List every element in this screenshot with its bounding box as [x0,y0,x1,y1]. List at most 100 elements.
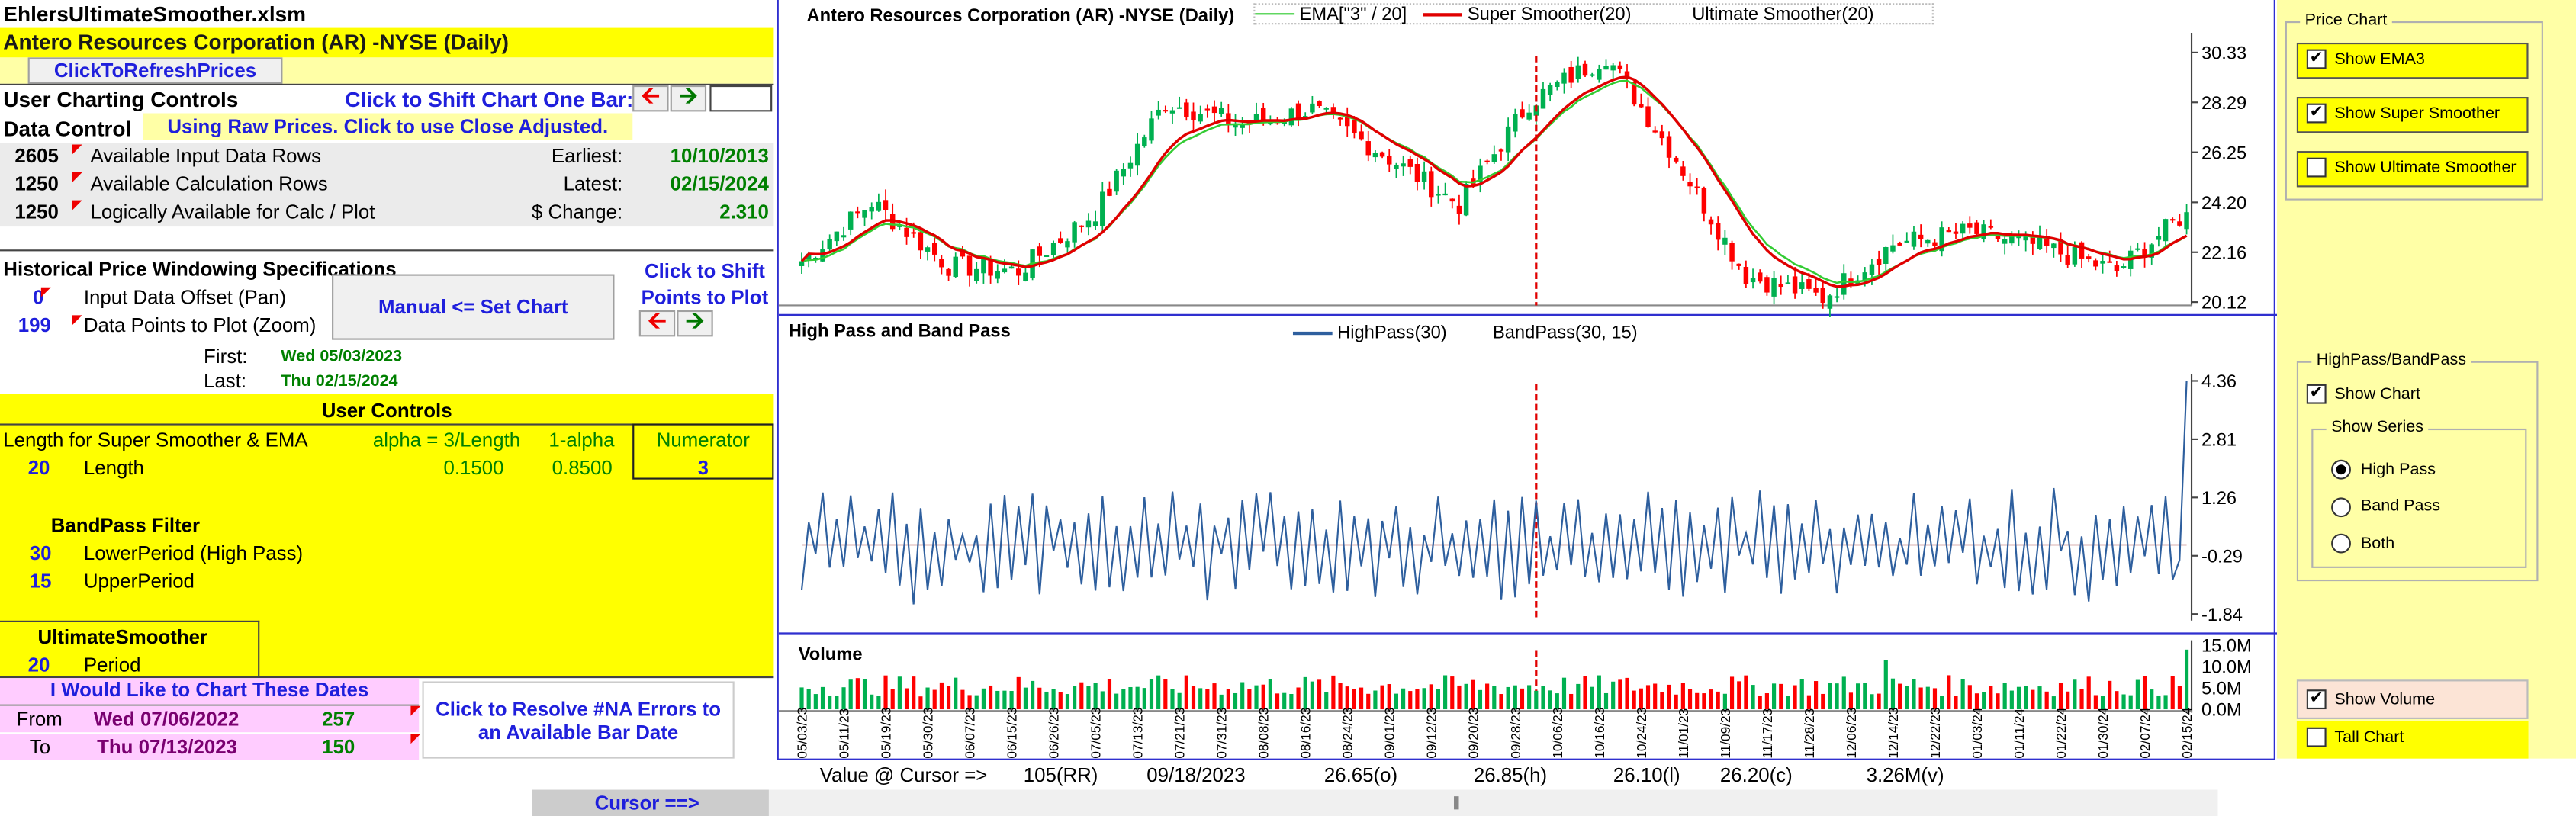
volume-bar [2073,679,2077,710]
volume-bar [2037,686,2042,710]
price-option-checkbox[interactable]: Show Ultimate Smoother [2306,157,2517,178]
volume-bar [1219,694,1224,710]
raw-prices-button[interactable]: Using Raw Prices. Click to use Close Adj… [143,113,633,140]
volume-date-label: 05/11/23 [836,708,851,759]
volume-bar [2128,695,2133,710]
price-candle [1204,108,1211,111]
volume-date-label: 07/31/23 [1214,708,1230,759]
user-controls-heading: User Controls [321,399,452,422]
price-candle [1743,267,1749,284]
price-candle [1092,221,1098,227]
series-radio[interactable]: Both [2331,533,2394,554]
volume-bar [1603,692,1609,710]
volume-bar [1653,683,1658,710]
refresh-prices-button[interactable]: ClickToRefreshPrices [27,57,283,84]
price-option-checkbox[interactable]: ✔ Show Super Smoother [2306,103,2500,124]
tall-chart-checkbox[interactable]: Tall Chart [2306,727,2404,747]
price-candle [847,211,854,230]
from-row[interactable] [0,705,420,733]
volume-bar [1898,683,1902,710]
cursor-scrollbar[interactable] [768,789,2218,816]
volume-bar [1758,696,1762,710]
volume-bar [1079,682,1084,710]
price-candle [925,247,931,252]
price-candle [1568,66,1574,83]
price-candle [2037,235,2043,249]
volume-bar [1793,685,1797,710]
volume-bar [1779,683,1783,710]
shift-right-button[interactable]: 🡪 [670,82,707,112]
volume-bar [1905,686,1909,710]
resolve-na-button[interactable]: Click to Resolve #NA Errors to an Availa… [422,681,735,759]
volume-bar [954,677,958,710]
volume-bar [876,696,881,710]
price-candle [2170,219,2176,221]
price-candle [1862,272,1868,282]
points-left-button[interactable]: 🡨 [638,307,676,337]
price-candle [1771,278,1777,297]
cursor-close: 26.20(c) [1719,763,1793,787]
price-candle [1184,102,1189,117]
price-candle [2044,236,2050,246]
volume-bar [1722,693,1727,710]
price-candle [1736,263,1741,266]
volume-bar [1806,695,1812,710]
volume-bar [1338,683,1343,710]
volume-bar [2121,694,2126,710]
stats-table [0,143,774,227]
price-chart-title: Antero Resources Corporation (AR) -NYSE … [806,6,1235,27]
price-candle [1176,107,1182,109]
volume-bar [1037,687,1042,710]
volume-bar [1716,691,1720,710]
volume-bar [1226,689,1230,710]
show-volume-checkbox[interactable]: ✔ Show Volume [2306,689,2436,710]
price-candle [1002,268,1008,273]
cursor-scrollbar-thumb[interactable] [1454,796,1459,810]
price-candle [1834,296,1840,298]
price-candle [1288,108,1294,126]
volume-bar [1023,687,1028,710]
volume-bar [1170,689,1175,710]
show-chart-label: Show Chart [2334,384,2420,403]
volume-bar [1583,676,1587,710]
points-right-button[interactable]: 🡪 [677,307,713,337]
volume-date-label: 06/07/23 [963,708,978,759]
stat-right-value: 2.310 [719,200,769,223]
volume-date-label: 12/06/23 [1844,708,1859,759]
price-candle [1540,88,1546,109]
checkbox-checked-icon: ✔ [2306,384,2327,404]
volume-bar [1814,681,1819,710]
price-candle [1589,74,1595,76]
volume-bar [1415,689,1420,710]
ultimate-legend-label: Ultimate Smoother(20) [1692,4,1874,24]
price-option-checkbox[interactable]: ✔ Show EMA3 [2306,49,2425,69]
show-volume-label: Show Volume [2334,690,2436,708]
volume-bar [1925,686,1930,710]
hp-tick-label: 4.36 [2201,372,2237,392]
price-candle [2184,212,2189,230]
price-tick-label: 22.16 [2201,243,2246,263]
volume-bar [1527,685,1532,710]
chart-canvas[interactable]: 30.33 28.29 26.25 24.20 22.16 20.12 4.36 2.81 1.… [778,0,2278,760]
price-candle [1974,222,1979,234]
radio-selected-icon [2331,459,2351,480]
shift-left-button[interactable]: 🡨 [632,82,669,112]
volume-bar [974,695,979,710]
volume-bar [841,687,846,710]
lower-period-value: 30 [29,541,52,565]
price-candle [1414,163,1420,182]
series-radio[interactable]: High Pass [2331,459,2436,480]
price-candle [1365,141,1371,156]
to-row[interactable] [0,734,420,760]
price-candle [1673,157,1679,162]
series-radio[interactable]: Band Pass [2331,496,2440,517]
show-chart-checkbox[interactable]: ✔ Show Chart [2306,384,2420,404]
price-candle [1960,223,1966,234]
price-candle [869,207,874,212]
numerator-cell[interactable] [632,423,774,480]
tall-chart-label: Tall Chart [2334,728,2404,747]
volume-bar [1940,696,1944,710]
price-candle [1016,268,1021,276]
volume-bar [1282,692,1287,710]
set-chart-button[interactable]: Manual <= Set Chart [332,274,615,340]
